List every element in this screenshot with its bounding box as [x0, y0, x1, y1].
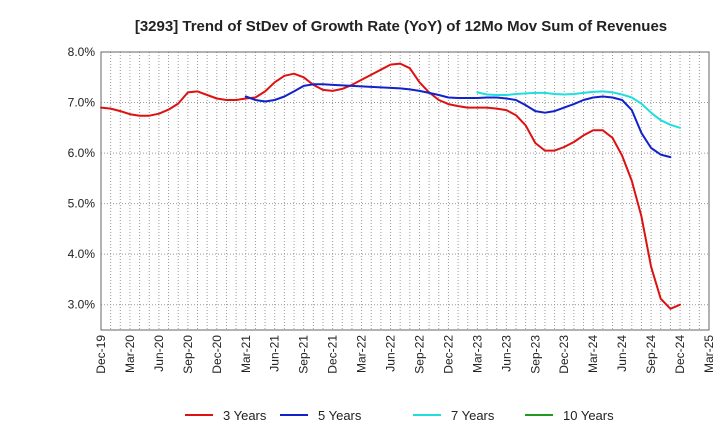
x-tick-label: Mar-22 [355, 335, 369, 373]
x-tick-label: Mar-20 [123, 335, 137, 373]
x-tick-label: Dec-20 [210, 335, 224, 374]
y-tick-label: 7.0% [68, 96, 96, 110]
y-tick-label: 4.0% [68, 247, 96, 261]
x-tick-label: Sep-20 [181, 335, 195, 374]
x-tick-label: Jun-24 [615, 335, 629, 372]
series-line [476, 90, 681, 129]
x-tick-label: Dec-22 [441, 335, 455, 374]
x-tick-label: Dec-21 [326, 335, 340, 374]
x-tick-label: Mar-25 [702, 335, 716, 373]
y-tick-label: 3.0% [68, 298, 96, 312]
series-line [100, 62, 681, 310]
legend-label: 7 Years [451, 408, 495, 423]
x-tick-label: Mar-23 [470, 335, 484, 373]
x-tick-label: Jun-21 [268, 335, 282, 372]
y-tick-label: 5.0% [68, 197, 96, 211]
y-tick-label: 6.0% [68, 146, 96, 160]
x-tick-label: Dec-19 [94, 335, 108, 374]
y-tick-label: 8.0% [68, 45, 96, 59]
x-tick-label: Dec-23 [557, 335, 571, 374]
legend-label: 5 Years [318, 408, 362, 423]
x-tick-label: Sep-22 [412, 335, 426, 374]
plot-border [100, 51, 710, 331]
x-tick-label: Jun-22 [384, 335, 398, 372]
legend-label: 3 Years [223, 408, 267, 423]
x-tick-label: Mar-21 [239, 335, 253, 373]
x-tick-label: Sep-24 [644, 335, 658, 374]
x-tick-label: Sep-21 [297, 335, 311, 374]
series-line [244, 83, 672, 159]
plot-area: 3.0% 4.0% 5.0% 6.0% 7.0% 8.0% Dec-19 Mar-20 Jun-… [68, 45, 716, 374]
plot-background [101, 52, 709, 330]
x-tick-label: Mar-24 [586, 335, 600, 373]
legend: 3 Years 5 Years 7 Years 10 Years [185, 408, 614, 423]
chart-title: [3293] Trend of StDev of Growth Rate (Yo… [135, 18, 667, 35]
legend-label: 10 Years [563, 408, 614, 423]
x-tick-label: Jun-23 [499, 335, 513, 372]
x-tick-label: Jun-20 [152, 335, 166, 372]
x-tick-label: Dec-24 [673, 335, 687, 374]
x-tick-label: Sep-23 [528, 335, 542, 374]
